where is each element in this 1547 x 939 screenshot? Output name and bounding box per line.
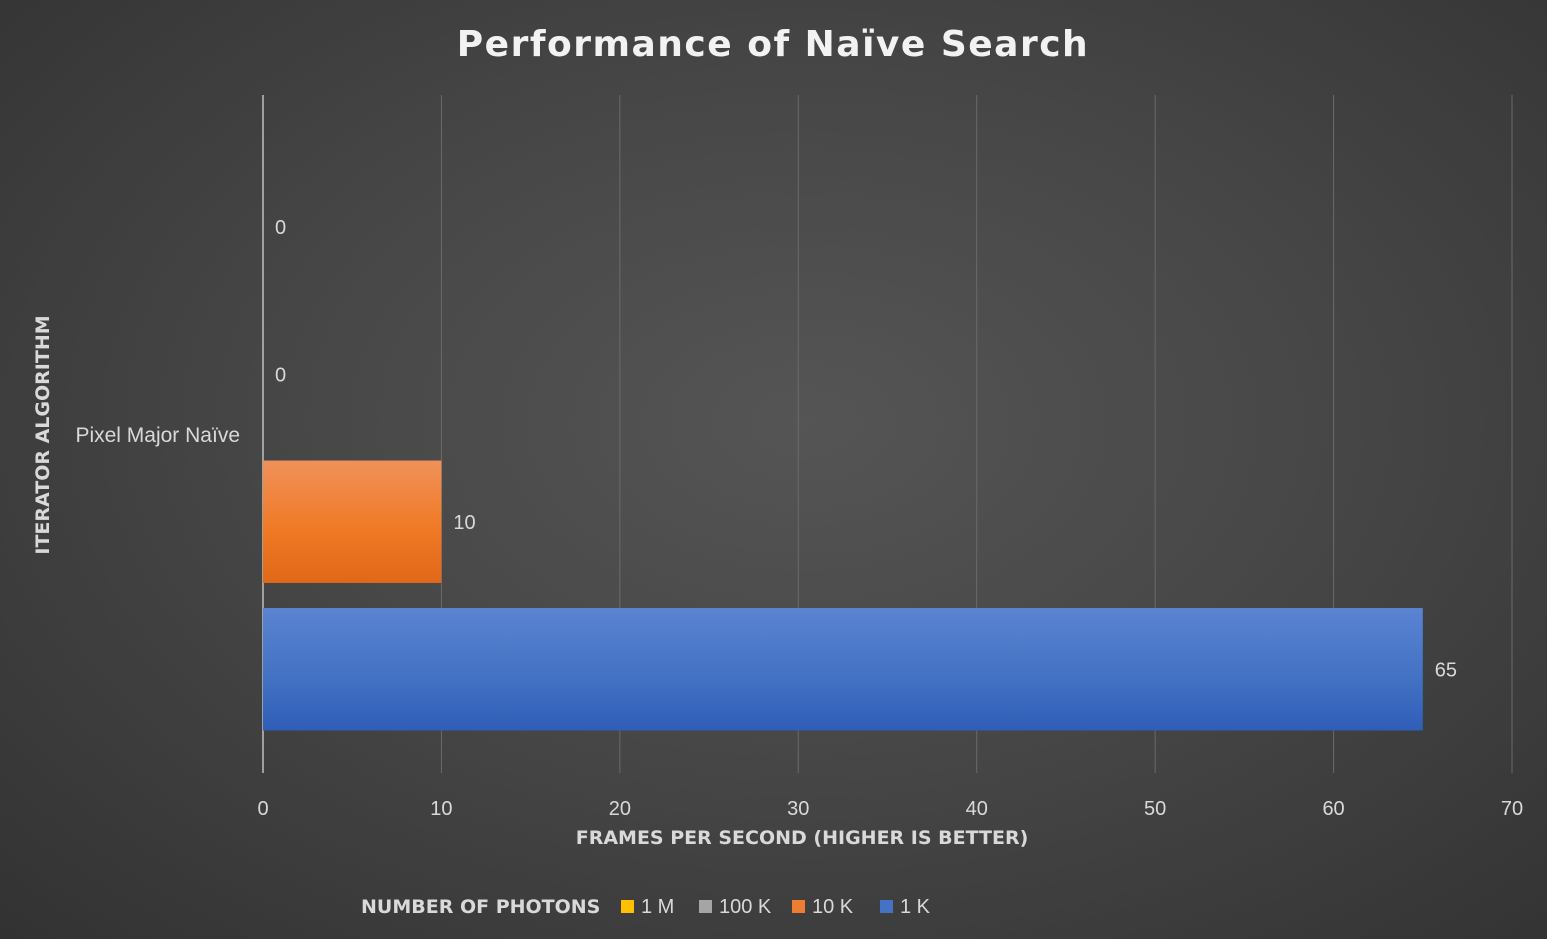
legend-item-label: 1 M	[641, 896, 674, 918]
x-axis-title: FRAMES PER SECOND (HIGHER IS BETTER)	[576, 827, 1029, 849]
x-tick-label: 60	[1322, 798, 1344, 820]
x-tick-label: 50	[1144, 798, 1166, 820]
bars	[263, 460, 1423, 731]
x-tick-label: 10	[430, 798, 452, 820]
bar-10k	[263, 460, 442, 583]
bar-1k	[263, 608, 1423, 731]
data-labels: 0 0 10 65	[275, 217, 1457, 682]
legend: NUMBER OF PHOTONS 1 M 100 K 10 K 1 K	[361, 896, 931, 918]
legend-item-label: 100 K	[719, 896, 772, 918]
x-tick-label: 20	[609, 798, 631, 820]
data-label: 65	[1435, 659, 1457, 681]
legend-swatch	[699, 900, 712, 913]
x-axis-ticks: 0 10 20 30 40 50 60 70	[257, 798, 1523, 820]
gridlines	[262, 95, 1513, 773]
legend-swatch	[621, 900, 634, 913]
legend-item-label: 10 K	[812, 896, 854, 918]
x-tick-label: 70	[1501, 798, 1523, 820]
x-tick-label: 0	[257, 798, 268, 820]
data-label: 10	[453, 512, 475, 534]
category-label: Pixel Major Naïve	[75, 424, 240, 447]
y-axis-title: ITERATOR ALGORITHM	[32, 315, 54, 554]
legend-swatch	[792, 900, 805, 913]
legend-title: NUMBER OF PHOTONS	[361, 896, 600, 918]
data-label: 0	[275, 217, 286, 239]
x-tick-label: 40	[966, 798, 988, 820]
y-axis-categories: Pixel Major Naïve	[75, 424, 240, 447]
legend-swatch	[880, 900, 893, 913]
chart-title: Performance of Naïve Search	[457, 24, 1089, 65]
x-tick-label: 30	[787, 798, 809, 820]
legend-item-label: 1 K	[900, 896, 931, 918]
data-label: 0	[275, 364, 286, 386]
